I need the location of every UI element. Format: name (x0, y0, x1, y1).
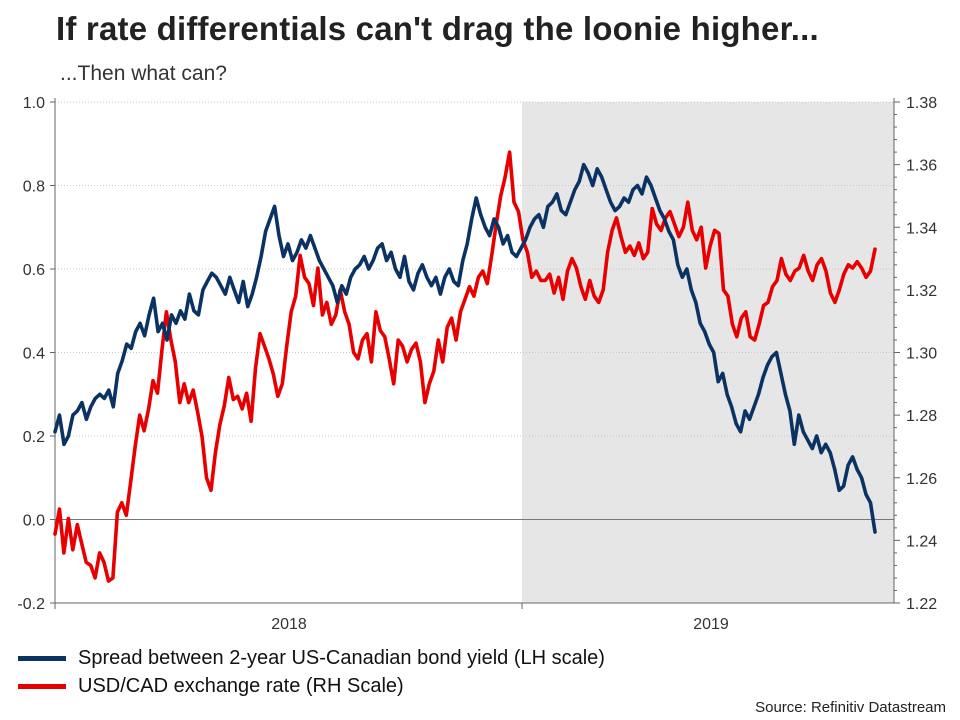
right-tick-label: 1.38 (906, 95, 937, 112)
series-line-usdcad (53, 150, 877, 583)
right-axis-ticks: 1.22 1.24 1.26 1.28 1.30 1.32 1.34 1.36 1.38 (894, 95, 937, 613)
chart-title: If rate differentials can't drag the loo… (56, 10, 819, 47)
left-tick-label: 0.0 (23, 513, 45, 530)
x-tick-label: 2019 (693, 616, 729, 633)
right-tick-label: 1.30 (906, 346, 937, 363)
right-tick-label: 1.22 (906, 596, 937, 613)
legend-swatch-usdcad (18, 683, 66, 689)
right-tick-label: 1.36 (906, 158, 937, 175)
legend-label-spread: Spread between 2-year US-Canadian bond y… (78, 646, 605, 669)
series-group (53, 150, 877, 583)
left-tick-label: 0.6 (23, 262, 45, 279)
left-tick-label: -0.2 (17, 596, 45, 613)
left-tick-label: 1.0 (23, 95, 45, 112)
series-line-spread (53, 162, 877, 534)
axes (54, 98, 895, 604)
left-tick-label: 0.2 (23, 429, 45, 446)
x-axis-ticks: 2018 2019 (54, 603, 729, 633)
right-tick-label: 1.32 (906, 283, 937, 300)
legend-swatch-spread (18, 655, 66, 661)
right-tick-label: 1.34 (906, 220, 937, 237)
right-tick-label: 1.24 (906, 533, 937, 550)
legend-label-usdcad: USD/CAD exchange rate (RH Scale) (78, 674, 404, 697)
left-axis-ticks: -0.2 0.0 0.2 0.4 0.6 0.8 1.0 (17, 95, 55, 613)
right-tick-label: 1.28 (906, 408, 937, 425)
chart-subtitle: ...Then what can? (60, 62, 227, 85)
left-tick-label: 0.4 (23, 346, 45, 363)
legend: Spread between 2-year US-Canadian bond y… (18, 644, 605, 700)
left-tick-label: 0.8 (23, 179, 45, 196)
legend-item-usdcad: USD/CAD exchange rate (RH Scale) (18, 672, 605, 700)
right-tick-label: 1.26 (906, 471, 937, 488)
legend-item-spread: Spread between 2-year US-Canadian bond y… (18, 644, 605, 672)
source-note: Source: Refinitiv Datastream (755, 699, 946, 716)
x-tick-label: 2018 (271, 616, 307, 633)
